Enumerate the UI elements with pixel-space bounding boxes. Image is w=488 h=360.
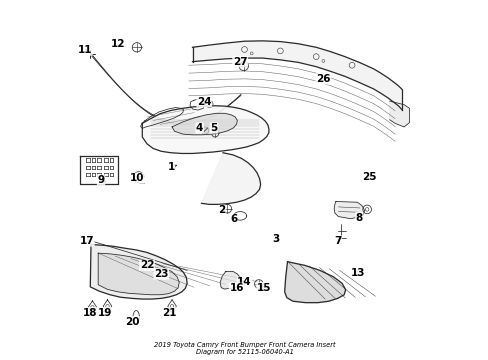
Text: 19: 19: [97, 308, 112, 318]
Text: 9: 9: [97, 175, 104, 185]
Polygon shape: [133, 311, 139, 323]
Polygon shape: [167, 300, 176, 313]
Text: 2019 Toyota Camry Front Bumper Front Camera Insert
Diagram for 52115-06040-A1: 2019 Toyota Camry Front Bumper Front Cam…: [153, 342, 335, 355]
Text: 17: 17: [79, 236, 94, 246]
Polygon shape: [220, 271, 240, 289]
Text: 6: 6: [230, 215, 237, 224]
Text: 26: 26: [316, 74, 330, 84]
Text: 5: 5: [210, 123, 217, 133]
Text: 4: 4: [196, 123, 203, 133]
Polygon shape: [90, 244, 187, 299]
Polygon shape: [98, 253, 179, 295]
Text: 27: 27: [232, 57, 247, 67]
Text: 12: 12: [111, 40, 125, 49]
Text: 18: 18: [82, 308, 97, 318]
Text: 11: 11: [78, 45, 92, 55]
Polygon shape: [103, 300, 112, 313]
Text: 13: 13: [350, 267, 365, 278]
Polygon shape: [201, 153, 260, 204]
Text: 25: 25: [361, 172, 376, 182]
Text: 14: 14: [237, 277, 251, 287]
Text: 21: 21: [162, 308, 176, 318]
Polygon shape: [88, 301, 97, 314]
Polygon shape: [142, 106, 268, 153]
Text: 7: 7: [333, 236, 341, 246]
Text: 22: 22: [140, 260, 154, 270]
Text: 2: 2: [218, 206, 225, 216]
Polygon shape: [172, 113, 237, 135]
Text: 10: 10: [129, 173, 144, 183]
Polygon shape: [284, 262, 345, 303]
Polygon shape: [333, 202, 364, 219]
Text: 20: 20: [125, 317, 140, 327]
Polygon shape: [389, 101, 408, 127]
Text: 8: 8: [355, 213, 362, 222]
Text: 15: 15: [257, 283, 271, 293]
Text: 1: 1: [167, 162, 174, 172]
Text: 3: 3: [272, 234, 279, 244]
Text: 23: 23: [154, 269, 168, 279]
Text: 24: 24: [197, 97, 211, 107]
Polygon shape: [192, 41, 402, 110]
Polygon shape: [233, 212, 246, 220]
Text: 16: 16: [229, 283, 244, 293]
